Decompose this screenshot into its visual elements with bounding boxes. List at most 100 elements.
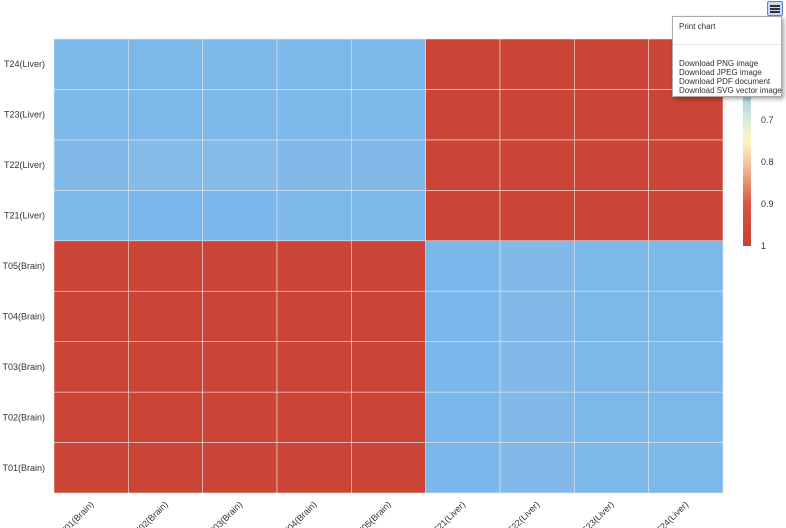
heatmap-cell[interactable]: [351, 290, 426, 342]
y-axis-label: T02(Brain): [2, 412, 45, 422]
heatmap-cell[interactable]: [574, 290, 649, 342]
heatmap-cell[interactable]: [53, 190, 129, 242]
heatmap-cell[interactable]: [202, 38, 278, 90]
heatmap-cell[interactable]: [648, 442, 724, 494]
heatmap-cell[interactable]: [351, 442, 426, 494]
heatmap-cell[interactable]: [128, 290, 203, 342]
heatmap-cell[interactable]: [276, 190, 352, 242]
heatmap-cell[interactable]: [53, 240, 129, 292]
heatmap-cell[interactable]: [648, 341, 724, 393]
heatmap-cell[interactable]: [425, 391, 501, 443]
heatmap-cell[interactable]: [351, 38, 426, 90]
heatmap-cell[interactable]: [276, 391, 352, 443]
heatmap-cell[interactable]: [53, 89, 129, 141]
heatmap-cell[interactable]: [648, 240, 724, 292]
heatmap-cell[interactable]: [53, 290, 129, 342]
heatmap-cell[interactable]: [574, 139, 649, 191]
color-axis: 0.7 0.8 0.9 1: [743, 78, 774, 251]
heatmap-cell[interactable]: [648, 391, 724, 443]
heatmap-cell[interactable]: [128, 391, 203, 443]
y-axis-label: T03(Brain): [2, 362, 45, 372]
heatmap-cell[interactable]: [499, 341, 575, 393]
heatmap-cell[interactable]: [128, 38, 203, 90]
heatmap-cell[interactable]: [128, 442, 203, 494]
x-axis-label: T21(Liver): [431, 499, 467, 528]
heatmap-cell[interactable]: [53, 341, 129, 393]
heatmap-cell[interactable]: [499, 240, 575, 292]
menu-item-download-png[interactable]: Download PNG image: [679, 59, 759, 68]
heatmap-cell[interactable]: [351, 139, 426, 191]
heatmap-cell[interactable]: [648, 139, 724, 191]
heatmap-cell[interactable]: [648, 290, 724, 342]
heatmap-cell[interactable]: [276, 38, 352, 90]
heatmap-cell[interactable]: [276, 139, 352, 191]
heatmap-cell[interactable]: [574, 341, 649, 393]
y-axis-label: T04(Brain): [2, 311, 45, 321]
x-axis-label: T04(Brain): [281, 499, 318, 528]
heatmap-cell[interactable]: [202, 139, 278, 191]
heatmap-cell[interactable]: [276, 240, 352, 292]
heatmap-cell[interactable]: [53, 139, 129, 191]
x-axis-label: T01(Brain): [58, 499, 95, 528]
heatmap-cell[interactable]: [351, 391, 426, 443]
x-axis-label: T03(Brain): [207, 499, 244, 528]
heatmap-cell[interactable]: [499, 139, 575, 191]
heatmap-cell[interactable]: [648, 89, 724, 141]
heatmap-cell[interactable]: [128, 139, 203, 191]
heatmap-cell[interactable]: [128, 341, 203, 393]
heatmap-cell[interactable]: [648, 190, 724, 242]
heatmap-cell[interactable]: [425, 190, 501, 242]
x-axis-label: T02(Brain): [133, 499, 170, 528]
heatmap-cell[interactable]: [202, 89, 278, 141]
heatmap-cell[interactable]: [202, 240, 278, 292]
color-axis-gradient: [743, 78, 751, 246]
heatmap-cell[interactable]: [425, 38, 501, 90]
heatmap-cell[interactable]: [351, 240, 426, 292]
heatmap-cell[interactable]: [276, 341, 352, 393]
heatmap-cell[interactable]: [425, 341, 501, 393]
heatmap-cell[interactable]: [202, 391, 278, 443]
heatmap-cell[interactable]: [574, 89, 649, 141]
heatmap-cell[interactable]: [276, 290, 352, 342]
heatmap-cell[interactable]: [351, 341, 426, 393]
heatmap-cell[interactable]: [351, 190, 426, 242]
heatmap-cell[interactable]: [425, 139, 501, 191]
heatmap-cell[interactable]: [574, 38, 649, 90]
heatmap-cell[interactable]: [574, 190, 649, 242]
heatmap-cell[interactable]: [574, 240, 649, 292]
heatmap-cell[interactable]: [574, 391, 649, 443]
export-menu: Print chart Download PNG image Download …: [672, 16, 782, 97]
heatmap-cell[interactable]: [128, 240, 203, 292]
heatmap-cell[interactable]: [499, 38, 575, 90]
heatmap-cell[interactable]: [499, 391, 575, 443]
heatmap-cell[interactable]: [53, 38, 129, 90]
heatmap-cell[interactable]: [351, 89, 426, 141]
heatmap-cell[interactable]: [499, 89, 575, 141]
heatmap-cell[interactable]: [425, 89, 501, 141]
menu-item-download-svg[interactable]: Download SVG vector image: [679, 86, 782, 95]
heatmap-cell[interactable]: [128, 89, 203, 141]
heatmap-cell[interactable]: [53, 442, 129, 494]
heatmap-cell[interactable]: [276, 89, 352, 141]
menu-item-print-chart[interactable]: Print chart: [679, 22, 716, 31]
heatmap-cell[interactable]: [202, 190, 278, 242]
menu-item-download-pdf[interactable]: Download PDF document: [679, 77, 771, 86]
heatmap-cell[interactable]: [425, 290, 501, 342]
menu-item-download-jpeg[interactable]: Download JPEG image: [679, 68, 762, 77]
heatmap-cell[interactable]: [499, 442, 575, 494]
heatmap-cell[interactable]: [202, 341, 278, 393]
heatmap-cell[interactable]: [53, 391, 129, 443]
heatmap-cell[interactable]: [425, 442, 501, 494]
heatmap-cell[interactable]: [425, 240, 501, 292]
heatmap-cell[interactable]: [276, 442, 352, 494]
heatmap-cells: [53, 38, 724, 494]
heatmap-cell[interactable]: [499, 290, 575, 342]
heatmap-cell[interactable]: [128, 190, 203, 242]
heatmap-cell[interactable]: [202, 442, 278, 494]
heatmap-cell[interactable]: [574, 442, 649, 494]
heatmap-cell[interactable]: [202, 290, 278, 342]
heatmap-cell[interactable]: [499, 190, 575, 242]
hamburger-menu-icon[interactable]: [767, 1, 783, 16]
y-axis-label: T22(Liver): [4, 160, 45, 170]
